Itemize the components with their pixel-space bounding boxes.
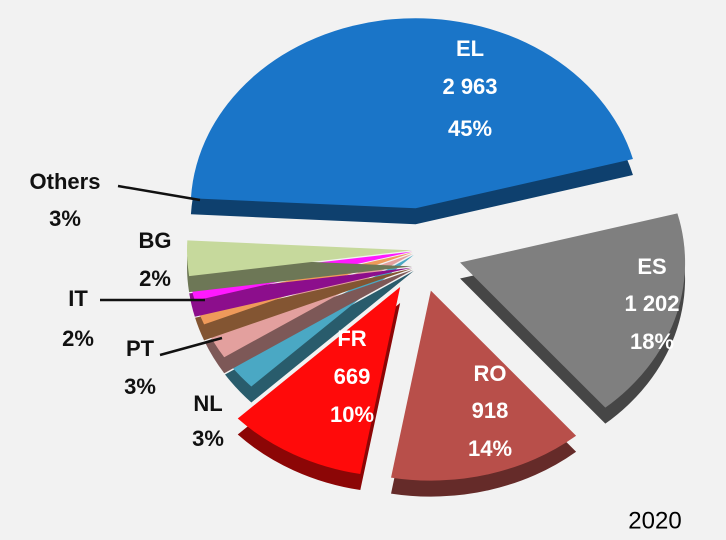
data-label: PT [126, 336, 155, 361]
data-label: 3% [49, 206, 81, 231]
slice [391, 290, 577, 481]
slice-side [195, 268, 413, 341]
data-label: 1 202 [624, 291, 679, 316]
data-label: Others [30, 169, 101, 194]
data-label: ES [637, 254, 666, 279]
leader-lines [100, 184, 223, 357]
slice [190, 18, 633, 209]
data-label: RO [474, 361, 507, 386]
data-label: FR [337, 326, 366, 351]
pie [187, 18, 686, 497]
data-label: EL [456, 36, 484, 61]
slice [204, 253, 413, 358]
labels: EL 2 963 45% ES 1 202 18% RO 918 14% FR 669 10% NL 3%… [30, 36, 680, 461]
data-label: 14% [468, 436, 512, 461]
slice-side [225, 270, 414, 403]
footer: 2020 [628, 507, 681, 534]
data-label: 3% [124, 374, 156, 399]
data-label: 918 [472, 398, 509, 423]
data-label: BG [139, 228, 172, 253]
data-label: 18% [630, 329, 674, 354]
data-label: IT [68, 286, 88, 311]
slice-side [204, 269, 413, 374]
data-label: 2 963 [442, 74, 497, 99]
data-label: NL [193, 391, 222, 416]
data-label: 3% [192, 426, 224, 451]
data-label: 2% [139, 266, 171, 291]
data-label: 10% [330, 402, 374, 427]
data-label: 669 [334, 364, 371, 389]
slice-side [189, 267, 413, 317]
slice [237, 287, 401, 475]
data-label: 45% [448, 116, 492, 141]
data-label: 2% [62, 326, 94, 351]
slice [187, 240, 413, 277]
slice [460, 213, 686, 408]
